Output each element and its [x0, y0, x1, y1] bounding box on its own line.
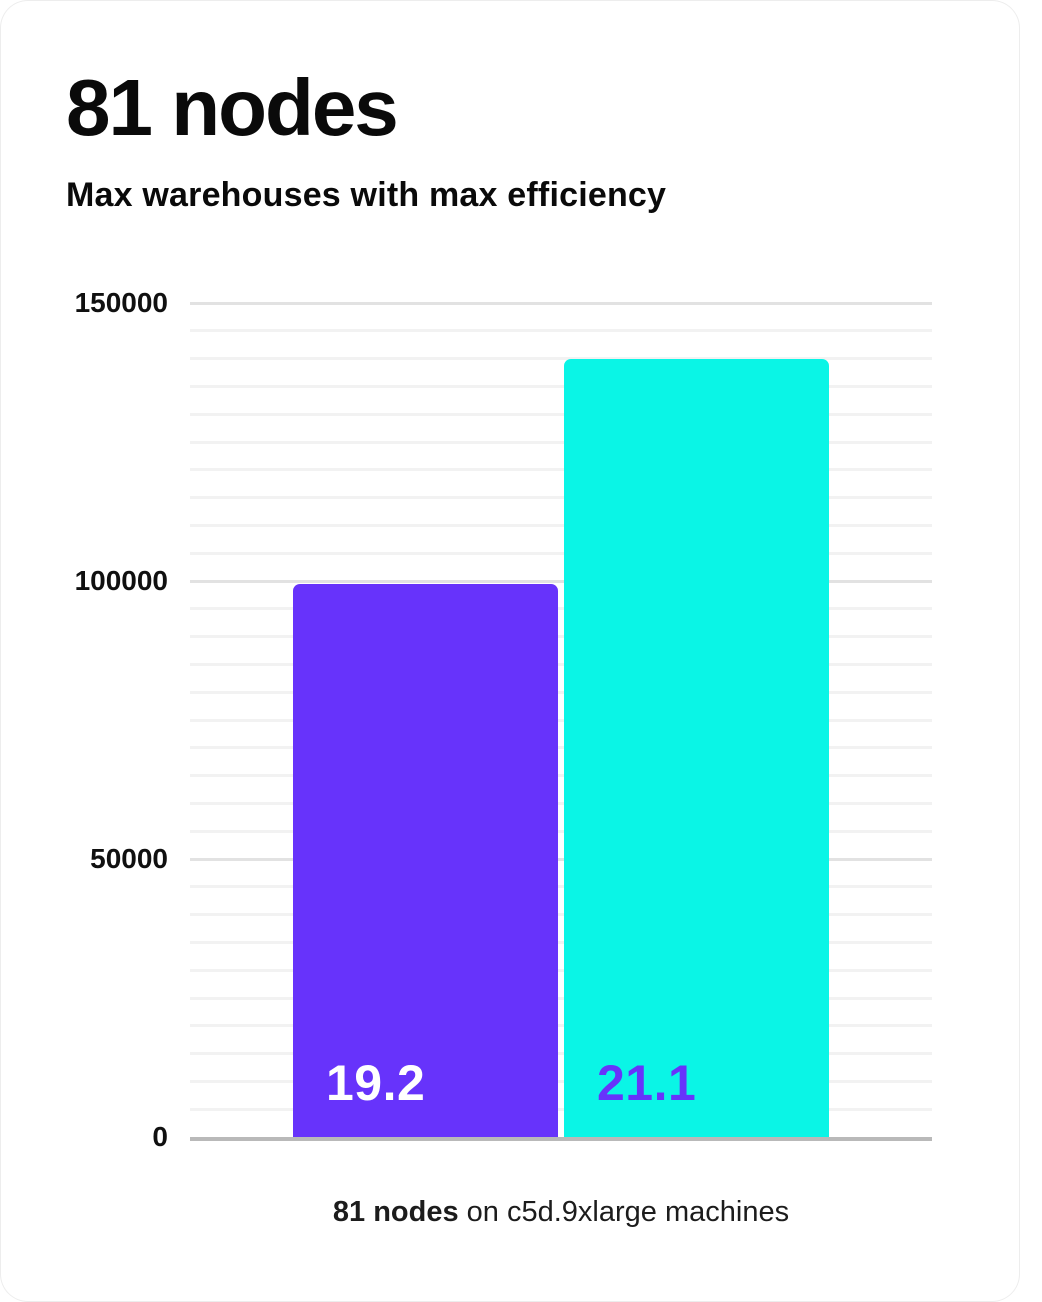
minor-gridline [190, 690, 932, 694]
bar-value-label: 21.1 [597, 1055, 697, 1111]
minor-gridline [190, 384, 932, 388]
y-tick-label: 0 [152, 1121, 168, 1152]
minor-gridline [190, 829, 932, 833]
y-tick-label: 50000 [90, 843, 168, 874]
major-gridline [190, 579, 932, 583]
minor-gridline [190, 801, 932, 805]
minor-gridline [190, 996, 932, 1000]
minor-gridline [190, 1079, 932, 1083]
minor-gridline [190, 496, 932, 500]
y-tick-label: 150000 [74, 287, 168, 318]
minor-gridline [190, 1052, 932, 1056]
page-subtitle: Max warehouses with max efficiency [66, 176, 667, 214]
minor-gridline [190, 885, 932, 889]
bar-19.2: 19.2 [293, 583, 558, 1137]
caption-bold-text: 81 nodes [332, 1196, 459, 1228]
caption-regular-text: on c5d.9xlarge machines [458, 1196, 790, 1228]
minor-gridline [190, 718, 932, 722]
minor-gridline [190, 357, 932, 361]
major-gridline [190, 857, 932, 861]
minor-gridline [190, 329, 932, 333]
page-title: 81 nodes [66, 63, 399, 152]
minor-gridline [190, 468, 932, 472]
minor-gridline [190, 1024, 932, 1028]
bar-21.1: 21.1 [564, 358, 829, 1137]
chart-caption: 81 nodes on c5d.9xlarge machines [190, 1196, 932, 1229]
minor-gridline [190, 412, 932, 416]
minor-gridline [190, 440, 932, 444]
y-tick-label: 100000 [74, 565, 168, 596]
minor-gridline [190, 607, 932, 611]
minor-gridline [190, 662, 932, 666]
minor-gridline [190, 523, 932, 527]
minor-gridline [190, 551, 932, 555]
minor-gridline [190, 968, 932, 972]
minor-gridline [190, 746, 932, 750]
minor-gridline [190, 774, 932, 778]
chart-card: 81 nodes Max warehouses with max efficie… [66, 63, 932, 1229]
major-gridline [190, 301, 932, 305]
minor-gridline [190, 1107, 932, 1111]
plot-area: 19.2 21.1 [190, 301, 932, 1141]
minor-gridline [190, 940, 932, 944]
bar-value-label: 19.2 [326, 1055, 426, 1111]
minor-gridline [190, 913, 932, 917]
minor-gridline [190, 635, 932, 639]
